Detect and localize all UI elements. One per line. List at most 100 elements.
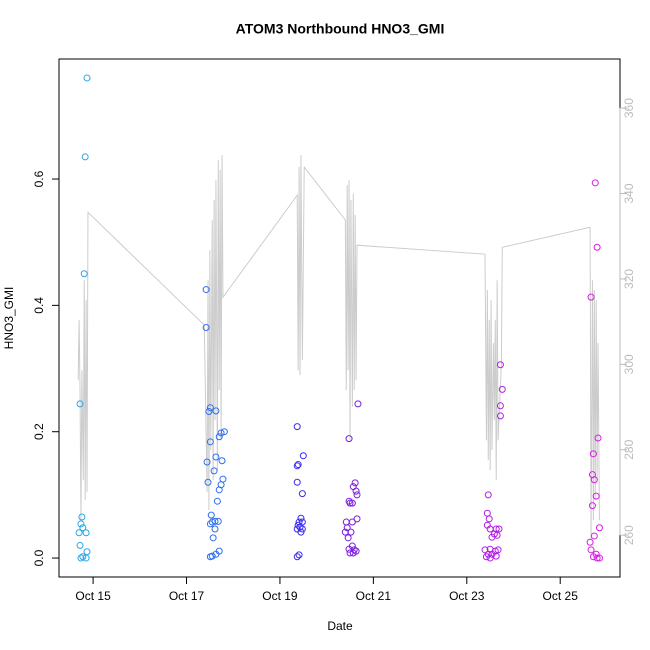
data-point [595,524,603,532]
data-point [354,400,362,408]
data-point [79,553,87,561]
data-point [293,462,301,470]
data-point [297,528,305,536]
x-tick-label: Oct 21 [356,589,392,603]
data-point [484,491,492,499]
data-point [492,552,500,560]
data-point [348,518,356,526]
data-point [293,423,301,431]
data-point [212,550,220,558]
y-tick-label: 0.2 [32,423,46,440]
x-tick-label: Oct 15 [75,589,111,603]
data-point [593,554,601,562]
data-point [80,270,88,278]
data-point [587,546,595,554]
data-point [587,293,595,301]
data-point [77,554,85,562]
data-point [215,486,223,494]
data-point [295,551,303,559]
data-point [82,554,90,562]
data-point [205,407,213,415]
data-point [82,529,90,537]
data-point [498,385,506,393]
data-point [297,514,305,522]
data-point [211,525,219,533]
data-point [494,546,502,554]
data-point [298,490,306,498]
data-point [488,550,496,558]
data-point [345,545,353,553]
x-axis-label: Date [327,619,353,633]
data-point [298,525,306,533]
y-tick-label: 0.0 [32,549,46,566]
data-point [586,538,594,546]
data-point [481,546,489,554]
data-point [590,476,598,484]
data-point [212,407,220,415]
data-point [352,487,360,495]
data-point [588,502,596,510]
data-point [202,323,210,331]
data-point [493,531,501,539]
y2-tick-label: 340 [622,183,636,203]
data-point [214,517,222,525]
y2-tick-label: 300 [622,354,636,374]
data-point [220,428,228,436]
data-point [75,529,83,537]
y2-tick-label: 280 [622,439,636,459]
y-axis-label: HNO3_GMI [2,287,16,350]
data-point [594,434,602,442]
chart-title: ATOM3 Northbound HNO3_GMI [236,21,445,37]
x-tick-label: Oct 25 [543,589,579,603]
data-point [76,400,84,408]
data-point [344,534,352,542]
data-point [206,438,214,446]
y2-tick-label: 320 [622,269,636,289]
data-point [215,433,223,441]
data-point [81,153,89,161]
data-point [345,435,353,443]
data-point [589,450,597,458]
data-point [217,429,225,437]
data-point [590,532,598,540]
x-tick-label: Oct 23 [449,589,485,603]
data-point [485,515,493,523]
data-point [495,525,503,533]
data-point [483,509,491,517]
data-point [210,467,218,475]
data-point [206,404,214,412]
y2-tick-label: 360 [622,98,636,118]
data-point [293,553,301,561]
x-tick-label: Oct 17 [169,589,205,603]
data-point [353,491,361,499]
data-point [293,478,301,486]
y-tick-label: 0.6 [32,170,46,187]
data-point [213,497,221,505]
data-point [206,553,214,561]
data-point [592,492,600,500]
data-point [343,524,351,532]
data-point [206,520,214,528]
data-point [591,179,599,187]
data-point [593,243,601,251]
data-point [212,453,220,461]
data-point [218,457,226,465]
data-line [77,155,600,541]
y-tick-label: 0.4 [32,297,46,314]
plot-box [58,58,621,578]
data-point [496,402,504,410]
data-point [294,461,302,469]
data-point [77,520,85,528]
data-point [346,549,354,557]
data-point [203,458,211,466]
data-point [496,412,504,420]
x-tick-label: Oct 19 [262,589,298,603]
data-point [345,497,353,505]
data-point [295,518,303,526]
data-point [299,452,307,460]
data-point [353,515,361,523]
y2-tick-label: 260 [622,525,636,545]
data-point [219,475,227,483]
